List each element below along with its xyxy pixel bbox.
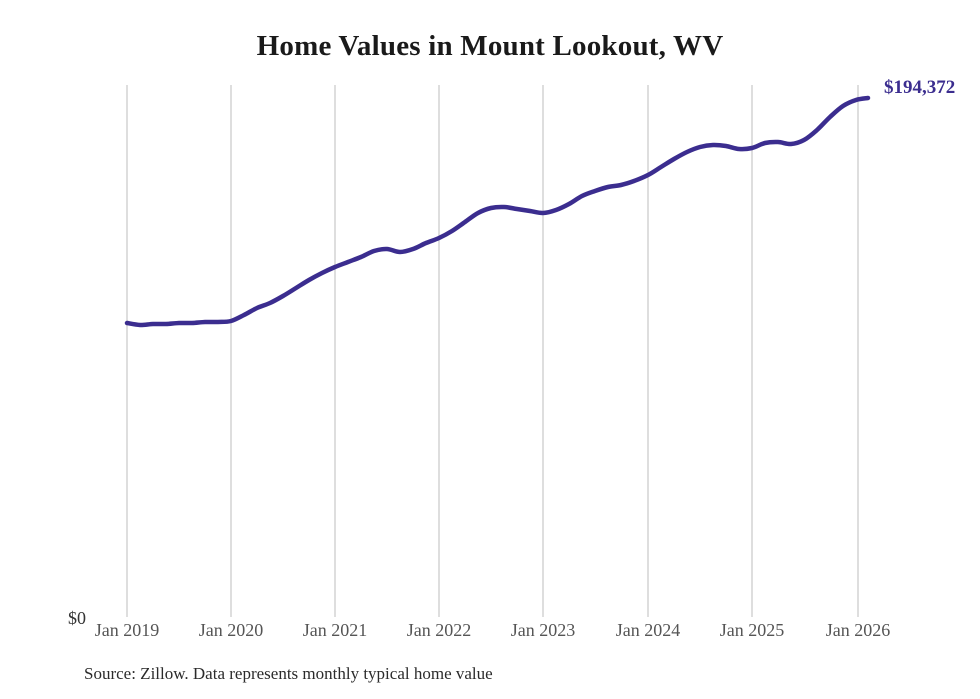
x-tick-label-jan-2025: Jan 2025 bbox=[719, 620, 785, 640]
gridlines-group bbox=[126, 85, 859, 617]
x-tick-label-jan-2023: Jan 2023 bbox=[510, 620, 576, 640]
x-tick-label-jan-2024: Jan 2024 bbox=[615, 620, 681, 640]
home-value-line bbox=[124, 95, 871, 328]
end-value-annotation: $194,372 bbox=[884, 77, 956, 98]
x-tick-label-jan-2026: Jan 2026 bbox=[825, 620, 891, 640]
source-note: Source: Zillow. Data represents monthly … bbox=[84, 664, 493, 683]
x-tick-label-jan-2022: Jan 2022 bbox=[406, 620, 472, 640]
page-title: Home Values in Mount Lookout, WV bbox=[256, 30, 724, 62]
x-tick-label-jan-2020: Jan 2020 bbox=[198, 620, 264, 640]
x-tick-label-jan-2021: Jan 2021 bbox=[302, 620, 368, 640]
y-axis-zero-label: $0 bbox=[68, 608, 86, 628]
x-tick-label-jan-2019: Jan 2019 bbox=[94, 620, 160, 640]
